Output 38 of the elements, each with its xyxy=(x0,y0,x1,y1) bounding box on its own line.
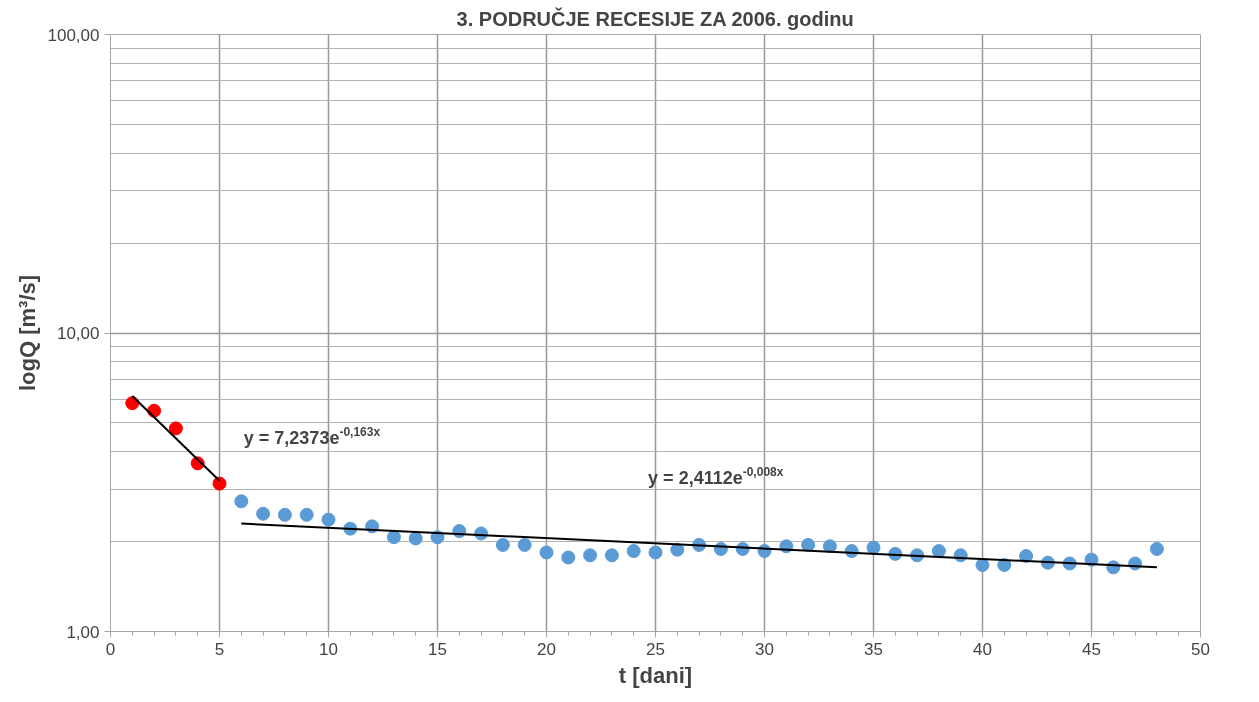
point xyxy=(539,545,554,560)
y-tick-label: 1,00 xyxy=(66,622,100,642)
x-tick-label: 50 xyxy=(1191,639,1210,659)
point xyxy=(583,548,598,563)
x-axis-title: t [dani] xyxy=(618,662,693,688)
point xyxy=(256,506,271,521)
point xyxy=(212,476,227,491)
point xyxy=(1149,541,1164,556)
x-tick-label: 40 xyxy=(973,639,992,659)
point xyxy=(626,544,641,559)
point xyxy=(299,507,314,522)
point xyxy=(495,537,510,552)
y-axis-title: logQ [m³/s] xyxy=(14,274,40,392)
point xyxy=(168,421,183,436)
y-tick-label: 100,00 xyxy=(47,25,100,45)
point xyxy=(517,537,532,552)
y-tick-label: 10,00 xyxy=(56,324,100,343)
x-tick-label: 30 xyxy=(755,639,774,659)
x-tick-label: 25 xyxy=(646,639,665,659)
point xyxy=(408,531,423,546)
point xyxy=(801,537,816,552)
x-tick-label: 10 xyxy=(319,639,338,659)
point xyxy=(561,550,576,565)
point xyxy=(386,530,401,545)
x-tick-label: 20 xyxy=(537,639,556,659)
point xyxy=(866,540,881,555)
point xyxy=(234,494,249,509)
x-tick-label: 45 xyxy=(1082,639,1101,659)
x-tick-label: 0 xyxy=(105,639,116,659)
point xyxy=(604,548,619,563)
point xyxy=(277,507,292,522)
point xyxy=(321,512,336,527)
point xyxy=(975,558,990,573)
x-tick-label: 5 xyxy=(214,639,225,659)
x-tick-label: 35 xyxy=(864,639,883,659)
chart-title: 3. PODRUČJE RECESIJE ZA 2006. godinu xyxy=(456,6,854,30)
x-tick-label: 15 xyxy=(428,639,447,659)
point xyxy=(648,545,663,560)
